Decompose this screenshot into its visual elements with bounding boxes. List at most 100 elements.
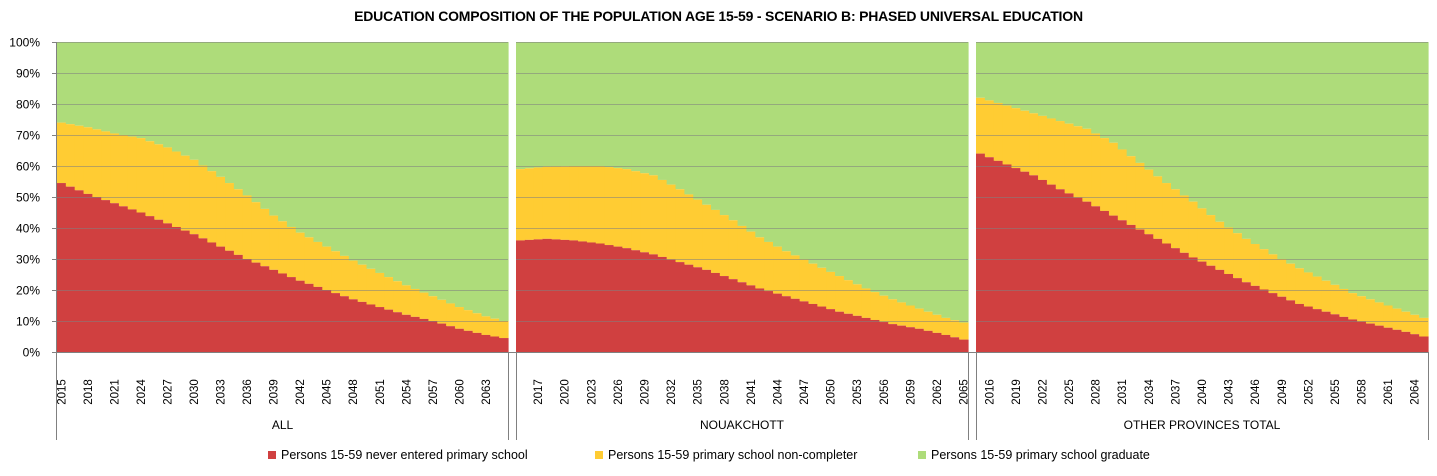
bar-non-completer [560,166,570,240]
bar-never-entered [755,288,765,352]
bar-non-completer [640,173,650,253]
x-tick-label: 2030 [189,379,201,405]
bar-non-completer [313,241,323,287]
bar-graduate [1029,42,1039,114]
x-tick-label: 2049 [1277,379,1289,405]
bar-non-completer [1188,201,1199,258]
bar-graduate [835,42,845,277]
bar-non-completer [322,246,332,290]
bar-never-entered [693,267,703,352]
bar-non-completer [136,138,147,213]
bar-never-entered [1401,331,1411,352]
bar-graduate [675,42,685,190]
bar-non-completer [251,202,261,263]
bar-non-completer [428,296,438,321]
bar-non-completer [516,169,526,241]
bar-graduate [1179,42,1190,196]
x-tick-label: 2039 [269,379,281,405]
bar-non-completer [843,280,854,314]
bar-never-entered [817,306,827,352]
bar-never-entered [1277,296,1287,352]
bar-graduate [923,42,934,312]
bar-graduate [83,42,93,128]
y-tick-label: 0% [23,346,41,360]
bar-non-completer [127,136,138,210]
bar-never-entered [781,296,792,352]
x-tick-label: 2016 [984,379,996,405]
bar-never-entered [1117,220,1128,352]
bar-non-completer [1038,115,1048,180]
x-tick-label: 2017 [533,379,545,405]
bar-never-entered [516,240,526,352]
bar-graduate [1170,42,1181,190]
bar-never-entered [83,193,93,352]
x-tick-label: 2026 [613,379,625,405]
bar-never-entered [313,286,323,352]
bar-graduate [375,42,385,273]
bar-never-entered [1029,175,1039,352]
bar-non-completer [542,166,553,239]
bar-non-completer [57,122,67,184]
x-tick-label: 2065 [959,379,971,405]
bar-non-completer [180,155,191,231]
bar-graduate [101,42,111,132]
bar-non-completer [481,316,491,335]
bar-never-entered [348,299,359,352]
x-tick-label: 2015 [56,379,68,405]
x-tick-label: 2054 [401,379,413,405]
bar-non-completer [728,220,739,280]
bar-non-completer [357,264,368,302]
bar-non-completer [702,204,712,270]
bar-never-entered [542,238,553,352]
bar-graduate [410,42,421,289]
bar-never-entered [551,239,561,352]
bar-graduate [1383,42,1394,306]
bar-never-entered [843,313,854,352]
bar-non-completer [1082,128,1092,202]
y-tick-label: 40% [16,222,40,236]
legend-label-graduate: Persons 15-59 primary school graduate [931,448,1150,462]
bar-graduate [269,42,279,216]
bar-never-entered [657,256,668,352]
bar-non-completer [1170,189,1181,249]
bar-graduate [260,42,270,209]
bar-never-entered [1321,311,1332,352]
x-tick-label: 2060 [454,379,466,405]
bar-never-entered [808,303,818,352]
bar-never-entered [888,324,898,352]
bar-graduate [1268,42,1278,255]
bar-graduate [366,42,376,269]
bar-non-completer [976,97,986,154]
bar-graduate [1365,42,1376,300]
bar-non-completer [1268,254,1278,294]
bar-non-completer [861,288,872,318]
bar-non-completer [490,318,500,337]
bar-never-entered [1188,257,1199,352]
bar-non-completer [888,299,898,325]
bar-graduate [331,42,341,252]
bar-never-entered [1206,265,1216,352]
y-tick-label: 50% [16,191,40,205]
x-tick-label: 2020 [560,379,572,405]
x-tick-label: 2032 [666,379,678,405]
legend: Persons 15-59 never entered primary scho… [0,448,1437,468]
bar-graduate [1135,42,1145,163]
bar-non-completer [852,284,863,316]
bar-graduate [472,42,483,314]
bar-graduate [189,42,200,160]
bar-graduate [1348,42,1358,294]
bar-never-entered [331,293,341,352]
bar-never-entered [586,242,597,352]
bar-non-completer [781,251,792,297]
bar-never-entered [1348,319,1358,352]
bar-graduate [524,42,535,169]
bar-graduate [1215,42,1225,222]
bar-non-completer [1419,317,1429,337]
bar-graduate [1357,42,1367,297]
bar-graduate [428,42,438,297]
bar-never-entered [879,322,889,352]
bar-non-completer [1365,299,1376,324]
bar-graduate [710,42,721,210]
bar-non-completer [1135,162,1145,230]
bar-graduate [251,42,261,203]
